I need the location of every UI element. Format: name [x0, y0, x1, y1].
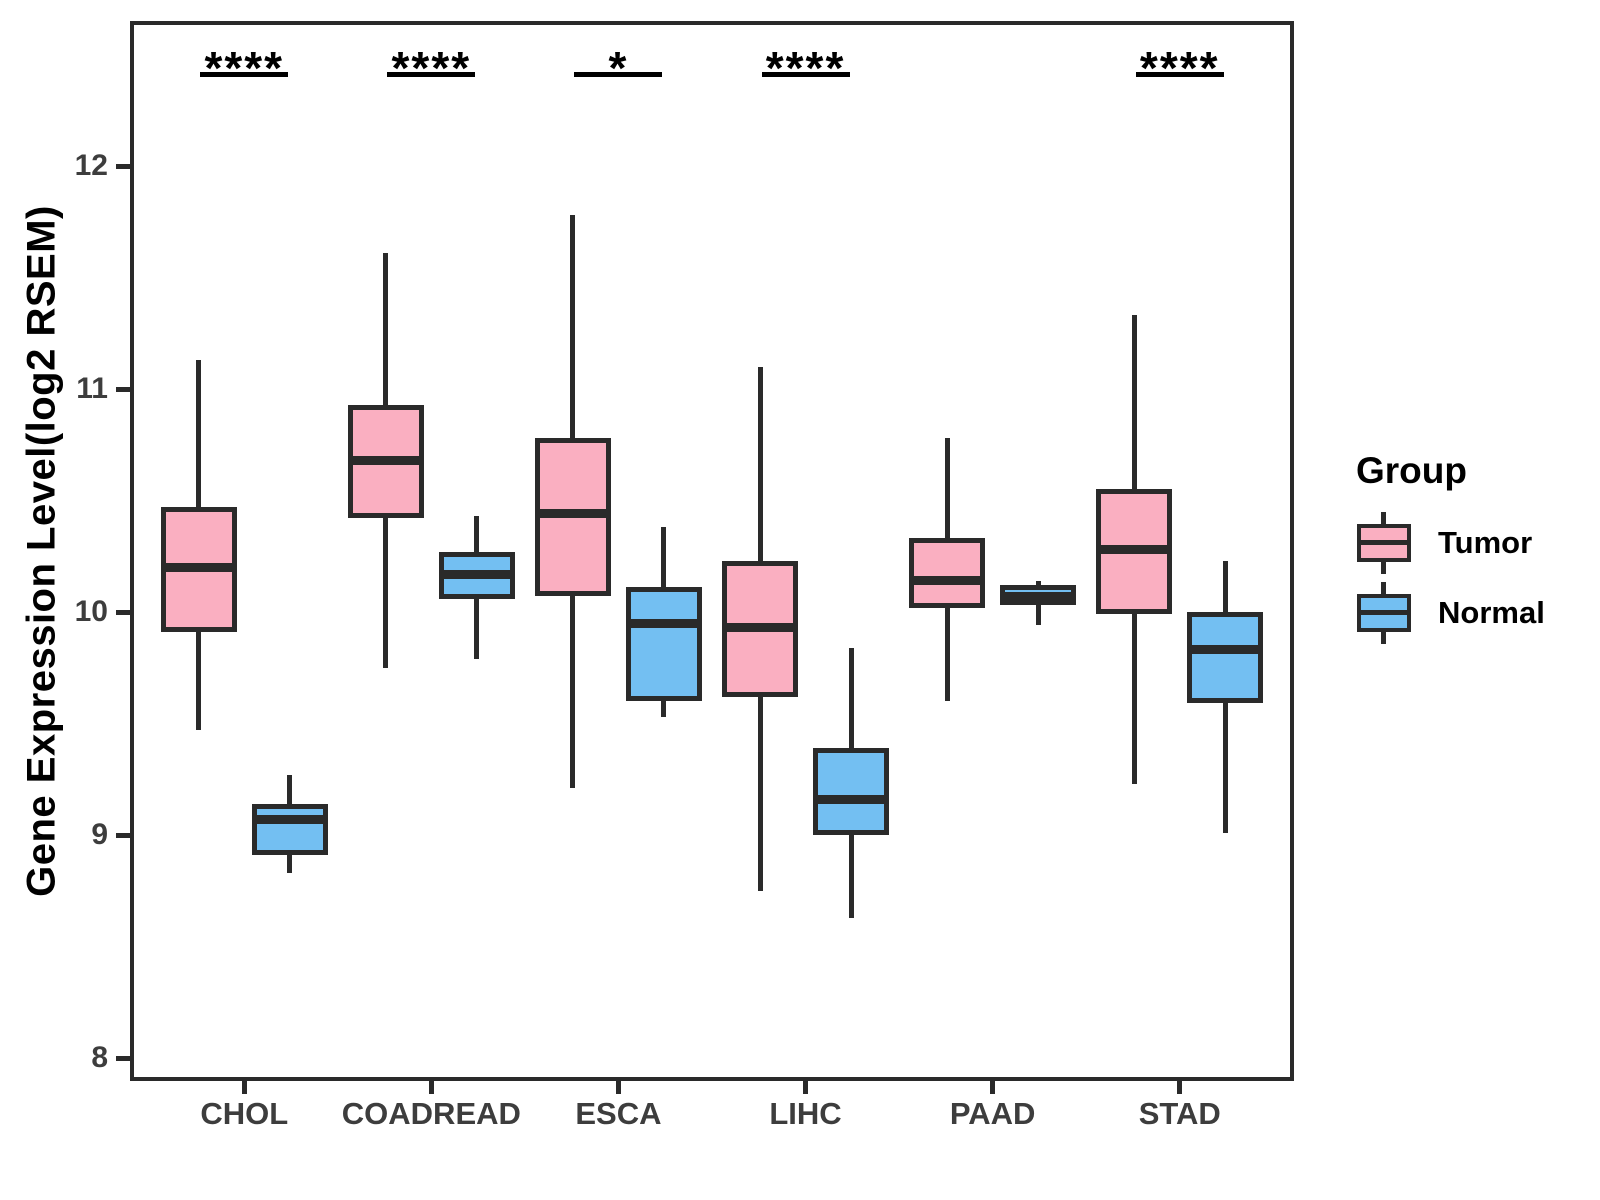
- legend-key-boxplot-icon: [1356, 581, 1412, 645]
- significance-stars-lihc: ****: [765, 42, 846, 94]
- x-tick-mark: [803, 1081, 809, 1094]
- median-tumor-stad: [1096, 545, 1173, 555]
- significance-bar-stad: [1135, 72, 1224, 77]
- significance-stars-chol: ****: [204, 42, 285, 94]
- legend-key-whisker-bottom: [1381, 562, 1386, 574]
- significance-bar-coadread: [387, 72, 476, 77]
- median-tumor-chol: [160, 562, 237, 572]
- median-normal-paad: [1000, 591, 1077, 601]
- legend: Group Tumor Normal: [1356, 450, 1545, 648]
- x-tick-mark: [241, 1081, 247, 1094]
- legend-item-tumor: Tumor: [1356, 508, 1545, 578]
- box-normal-stad: [1187, 612, 1264, 704]
- y-tick-label: 8: [91, 1041, 108, 1074]
- median-tumor-lihc: [722, 623, 799, 633]
- x-tick-label-chol: CHOL: [200, 1096, 289, 1131]
- x-tick-mark: [615, 1081, 621, 1094]
- median-tumor-paad: [909, 576, 986, 586]
- legend-item-normal: Normal: [1356, 578, 1545, 648]
- legend-key-whisker-top: [1381, 582, 1386, 594]
- box-normal-chol: [251, 803, 328, 856]
- y-tick-mark: [116, 1055, 132, 1061]
- legend-key-median: [1357, 540, 1411, 545]
- significance-bar-lihc: [761, 72, 850, 77]
- significance-stars-esca: *: [608, 42, 629, 94]
- median-normal-stad: [1187, 645, 1264, 655]
- median-normal-lihc: [813, 794, 890, 804]
- legend-items: Tumor Normal: [1356, 508, 1545, 648]
- legend-label-tumor: Tumor: [1438, 525, 1533, 560]
- legend-key-boxplot-icon: [1356, 511, 1412, 575]
- y-tick-label: 11: [76, 372, 108, 405]
- x-tick-label-coadread: COADREAD: [341, 1096, 521, 1131]
- significance-bar-esca: [574, 72, 663, 77]
- x-tick-label-stad: STAD: [1138, 1096, 1221, 1131]
- x-tick-label-esca: ESCA: [575, 1096, 662, 1131]
- y-tick-label: 10: [74, 595, 108, 628]
- x-tick-label-lihc: LIHC: [769, 1096, 842, 1131]
- x-tick-mark: [1177, 1081, 1183, 1094]
- x-tick-label-paad: PAAD: [949, 1096, 1036, 1131]
- y-tick-label: 12: [74, 149, 108, 182]
- legend-key-whisker-bottom: [1381, 632, 1386, 644]
- y-tick-mark: [116, 163, 132, 169]
- y-tick-mark: [116, 386, 132, 392]
- x-tick-mark: [990, 1081, 996, 1094]
- median-normal-esca: [625, 618, 702, 628]
- y-tick-label: 9: [91, 818, 108, 851]
- median-normal-chol: [251, 814, 328, 824]
- box-normal-lihc: [813, 748, 890, 835]
- significance-stars-stad: ****: [1139, 42, 1220, 94]
- box-normal-esca: [625, 587, 702, 702]
- median-tumor-esca: [534, 509, 611, 519]
- y-tick-mark: [116, 832, 132, 838]
- median-tumor-coadread: [347, 455, 424, 465]
- legend-key-median: [1357, 610, 1411, 615]
- box-tumor-paad: [909, 538, 986, 608]
- significance-bar-chol: [200, 72, 289, 77]
- y-tick-mark: [116, 609, 132, 615]
- median-normal-coadread: [438, 569, 515, 579]
- legend-key-whisker-top: [1381, 512, 1386, 524]
- legend-label-normal: Normal: [1438, 595, 1545, 630]
- x-tick-mark: [428, 1081, 434, 1094]
- legend-title: Group: [1356, 450, 1467, 491]
- y-axis-title: Gene Expression Level(log2 RSEM): [19, 205, 64, 897]
- significance-stars-coadread: ****: [391, 42, 472, 94]
